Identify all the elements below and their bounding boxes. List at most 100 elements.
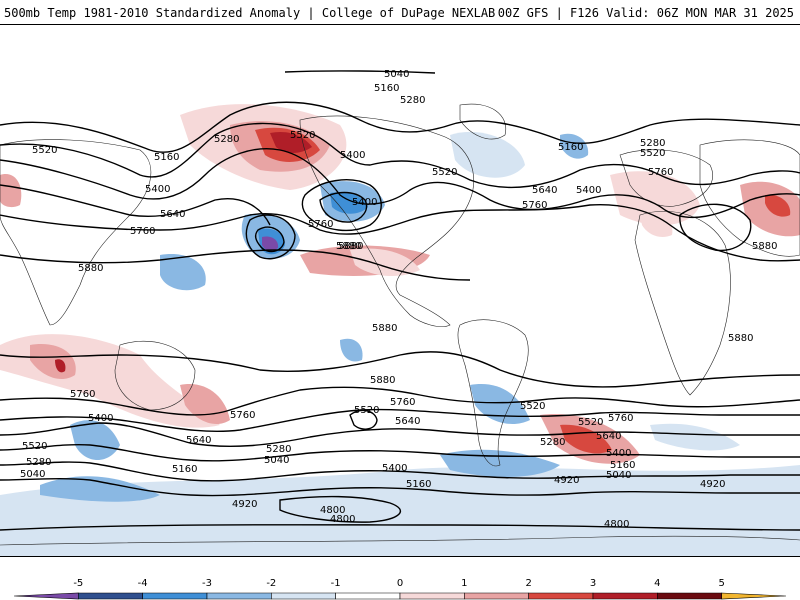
anomaly-region (340, 338, 363, 362)
anomaly-region (765, 194, 791, 217)
greenland-outline (459, 103, 507, 140)
contour-label: 5400 (340, 150, 365, 161)
colorbar-segment (142, 592, 208, 600)
colorbar-segments (13, 592, 787, 600)
contour-label: 5400 (145, 184, 170, 195)
africa-outline (634, 210, 731, 396)
anomaly-region (330, 192, 368, 214)
colorbar-segment (528, 592, 594, 600)
contour-label: 5400 (606, 448, 631, 459)
contour-label: 5520 (640, 148, 665, 159)
contour-label: 5040 (264, 455, 289, 466)
contour-label: 5280 (640, 138, 665, 149)
contour-label: 5760 (230, 410, 255, 421)
contour-label: 5160 (374, 83, 399, 94)
anomaly-region (650, 423, 740, 451)
colorbar-tick-label: -4 (138, 578, 148, 589)
contour-label: 5760 (608, 413, 633, 424)
contour-line (0, 184, 271, 226)
anomaly-region (160, 254, 206, 291)
contour-label: 5400 (88, 413, 113, 424)
contour-label: 5640 (596, 431, 621, 442)
land-outlines (0, 103, 800, 546)
contour-line (0, 148, 800, 218)
contour-line (0, 443, 800, 462)
contour-label: 5760 (70, 389, 95, 400)
colorbar-tick-label: 5 (718, 578, 724, 589)
colorbar-segment (657, 592, 722, 600)
contour-label: 5520 (32, 145, 57, 156)
contour-label: 5160 (610, 460, 635, 471)
contour-label: 5160 (406, 479, 431, 490)
contour-label: 5760 (390, 397, 415, 408)
contour-line (245, 214, 296, 260)
anomaly-colorbar: -5 -4 -3 -2 -1 0 1 2 3 4 5 (13, 578, 787, 600)
south-america-outline (457, 319, 529, 467)
contour-line (0, 249, 471, 281)
map-panel: 5040 5160 5280 5520 5400 5520 5160 5280 … (0, 24, 800, 557)
contour-label: 5640 (160, 209, 185, 220)
asia-outline (699, 139, 800, 257)
contour-label: 5880 (338, 241, 363, 252)
model-run-label: 00Z GFS | F126 Valid: 06Z MON MAR 31 202… (497, 6, 794, 20)
contour-line (284, 70, 436, 74)
contour-label: 5520 (578, 417, 603, 428)
contour-label: 5040 (20, 469, 45, 480)
contour-line (0, 422, 800, 448)
asia-west-outline (0, 139, 152, 326)
colorbar-segment (271, 592, 336, 600)
australia-outline (114, 340, 196, 411)
contour-label: 5760 (648, 167, 673, 178)
contour-line (319, 191, 368, 223)
contour-label: 5280 (400, 95, 425, 106)
contour-label: 4800 (330, 514, 355, 525)
anomaly-region (450, 131, 525, 178)
anomaly-region (0, 174, 22, 208)
colorbar-segment (206, 592, 272, 600)
contour-label: 5160 (558, 142, 583, 153)
contour-label: 5280 (26, 457, 51, 468)
contour-label: 5520 (432, 167, 457, 178)
colorbar-tick-label: 2 (525, 578, 531, 589)
contour-label: 5520 (520, 401, 545, 412)
contour-label: 4800 (604, 519, 629, 530)
colorbar-segment (13, 592, 79, 600)
contour-label: 5520 (354, 405, 379, 416)
map-canvas: 5040 5160 5280 5520 5400 5520 5160 5280 … (0, 69, 800, 556)
colorbar-segment (399, 592, 465, 600)
anomaly-region (610, 171, 700, 226)
contour-line (0, 203, 800, 262)
contour-label: 5640 (532, 185, 557, 196)
colorbar-segment (78, 592, 143, 600)
contour-label: 5160 (172, 464, 197, 475)
colorbar-ticks: -5 -4 -3 -2 -1 0 1 2 3 4 5 (73, 578, 725, 589)
colorbar-tick-label: 4 (654, 578, 660, 589)
anomaly-shading (0, 104, 800, 556)
colorbar-tick-label: 1 (461, 578, 467, 589)
anomaly-region (40, 476, 160, 502)
contour-label: 5880 (372, 323, 397, 334)
contour-label: 4920 (700, 479, 725, 490)
contour-label: 5160 (154, 152, 179, 163)
anomaly-region (180, 384, 230, 425)
north-america-outline (299, 115, 474, 327)
contour-line (0, 351, 800, 388)
anomaly-region (262, 236, 279, 251)
colorbar-tick-label: 0 (397, 578, 403, 589)
contour-line (0, 386, 800, 416)
contour-label: 5400 (576, 185, 601, 196)
colorbar-tick-label: 3 (590, 578, 596, 589)
contour-label: 4800 (320, 505, 345, 516)
colorbar-segment (464, 592, 529, 600)
anomaly-region (55, 359, 66, 373)
contour-line (279, 495, 402, 523)
contour-line (679, 203, 752, 252)
contour-label: 5880 (78, 263, 103, 274)
colorbar-tick-label: -2 (266, 578, 276, 589)
contour-line (0, 524, 800, 531)
contour-label: 5280 (540, 437, 565, 448)
contour-line (0, 122, 800, 189)
antarctica-outline (0, 535, 800, 546)
map-title: 500mb Temp 1981-2010 Standardized Anomal… (4, 6, 496, 20)
contour-label: 5880 (336, 241, 361, 252)
